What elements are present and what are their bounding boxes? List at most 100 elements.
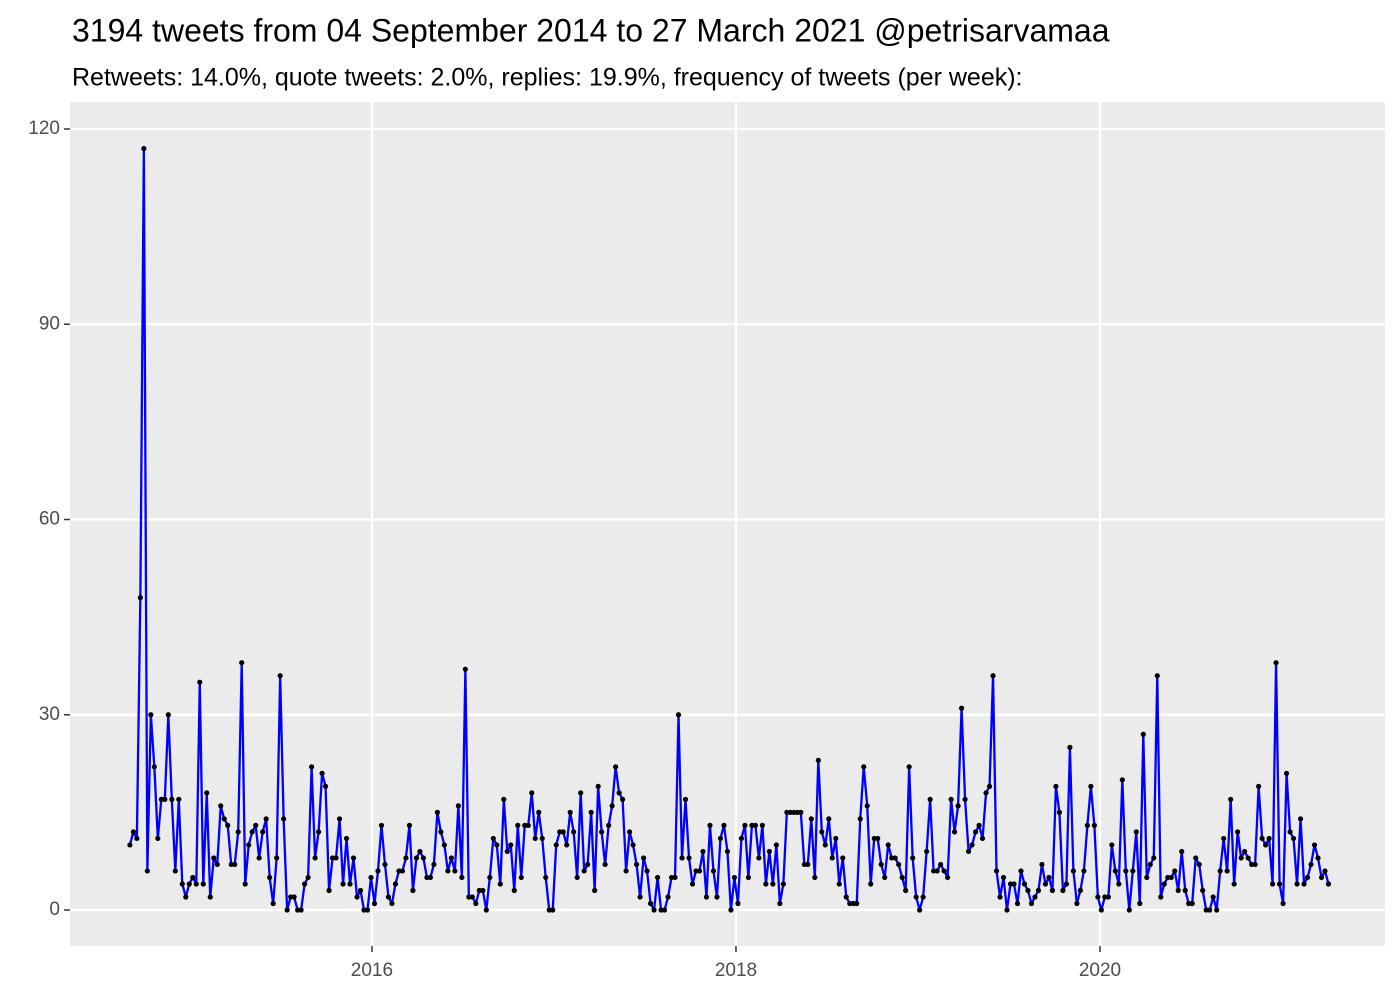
data-point bbox=[738, 835, 745, 842]
data-point bbox=[630, 842, 636, 848]
data-point bbox=[1056, 809, 1063, 815]
data-point bbox=[602, 861, 608, 868]
data-point bbox=[1242, 848, 1248, 855]
data-point bbox=[1193, 855, 1199, 861]
chart-title: 3194 tweets from 04 September 2014 to 27… bbox=[72, 12, 1110, 48]
data-point bbox=[340, 881, 346, 887]
data-point bbox=[218, 803, 224, 809]
data-point bbox=[1154, 673, 1160, 679]
data-point bbox=[578, 790, 584, 796]
data-point bbox=[1273, 660, 1279, 666]
data-point bbox=[567, 809, 573, 815]
data-point bbox=[455, 803, 461, 809]
data-point bbox=[927, 796, 933, 802]
data-point bbox=[972, 829, 979, 835]
data-point bbox=[525, 822, 531, 829]
data-point bbox=[1109, 842, 1115, 848]
data-point bbox=[336, 816, 343, 822]
data-point bbox=[315, 829, 322, 835]
data-point bbox=[571, 829, 577, 835]
data-point bbox=[274, 855, 280, 861]
data-point bbox=[431, 861, 437, 868]
data-point bbox=[766, 848, 772, 855]
data-point bbox=[896, 861, 902, 868]
data-point bbox=[1304, 874, 1311, 881]
data-point bbox=[239, 660, 245, 666]
data-point bbox=[413, 855, 420, 861]
data-point bbox=[878, 861, 884, 868]
data-point bbox=[777, 900, 783, 907]
data-point bbox=[1123, 868, 1129, 874]
data-point bbox=[965, 848, 972, 855]
data-point bbox=[172, 868, 178, 874]
data-point bbox=[770, 881, 776, 887]
data-point bbox=[1290, 835, 1297, 842]
data-point bbox=[462, 666, 468, 672]
data-point bbox=[1004, 907, 1010, 913]
data-point bbox=[1140, 731, 1146, 737]
data-point bbox=[752, 822, 759, 829]
data-point bbox=[1301, 881, 1307, 887]
data-point bbox=[1207, 907, 1213, 913]
data-point bbox=[899, 874, 905, 881]
data-point bbox=[892, 855, 898, 861]
data-point bbox=[438, 829, 444, 835]
data-point bbox=[235, 829, 241, 835]
data-point bbox=[696, 868, 703, 874]
data-point bbox=[151, 764, 157, 770]
y-tick-label: 60 bbox=[39, 509, 60, 530]
data-point bbox=[207, 894, 213, 900]
data-point bbox=[480, 887, 486, 894]
data-point bbox=[1053, 783, 1059, 789]
data-point bbox=[962, 796, 968, 802]
data-point bbox=[518, 874, 524, 881]
data-point bbox=[221, 816, 227, 822]
data-point bbox=[1231, 881, 1237, 887]
data-point bbox=[357, 887, 364, 894]
data-point bbox=[606, 822, 612, 829]
data-point bbox=[263, 816, 269, 822]
data-point bbox=[857, 816, 863, 822]
y-tick-label: 30 bbox=[39, 704, 60, 725]
data-point bbox=[700, 848, 706, 855]
data-point bbox=[703, 894, 710, 900]
data-point bbox=[1182, 887, 1188, 894]
data-point bbox=[1046, 874, 1052, 881]
data-point bbox=[441, 842, 447, 848]
data-point bbox=[302, 881, 308, 887]
data-point bbox=[1091, 822, 1097, 829]
data-point bbox=[550, 907, 556, 913]
data-point bbox=[1126, 907, 1132, 913]
data-point bbox=[270, 900, 276, 907]
data-point bbox=[469, 894, 475, 900]
data-point bbox=[1179, 848, 1185, 855]
data-point bbox=[1039, 861, 1045, 868]
data-point bbox=[637, 894, 643, 900]
data-point bbox=[508, 842, 514, 848]
data-point bbox=[319, 770, 325, 776]
data-point bbox=[130, 829, 136, 835]
data-point bbox=[997, 894, 1003, 900]
data-point bbox=[1137, 900, 1143, 907]
data-point bbox=[532, 835, 538, 842]
data-point bbox=[616, 790, 622, 796]
data-point bbox=[906, 764, 912, 770]
data-point bbox=[529, 790, 535, 796]
data-point bbox=[633, 861, 640, 868]
data-point bbox=[875, 835, 881, 842]
data-point bbox=[141, 145, 147, 152]
data-point bbox=[564, 842, 570, 848]
data-point bbox=[183, 894, 189, 900]
data-point bbox=[665, 894, 671, 900]
data-point bbox=[595, 783, 601, 789]
data-point bbox=[536, 809, 542, 815]
data-point bbox=[1161, 881, 1167, 887]
data-point bbox=[312, 855, 318, 861]
data-point bbox=[1217, 868, 1223, 874]
data-point bbox=[186, 881, 192, 887]
data-point bbox=[144, 868, 150, 874]
data-point bbox=[322, 783, 329, 789]
data-point bbox=[1035, 887, 1042, 894]
data-point bbox=[169, 796, 175, 802]
